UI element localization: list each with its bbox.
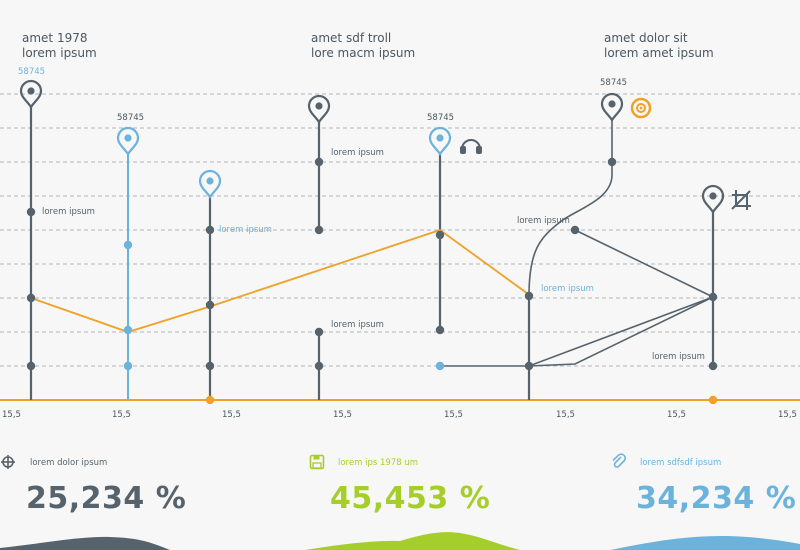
label-6: lorem ipsum [541,284,594,294]
blue-hill [610,536,800,550]
stat-1-value: 25,234 % [26,481,187,516]
data-point-14 [314,361,324,371]
crosshair-icon [1,455,15,469]
data-point-10 [205,395,215,405]
location-pin-icon-3-outline [198,169,222,199]
location-pin-icon-1-outline [19,79,43,109]
location-pin-icon-5 [428,126,452,156]
data-point-8 [205,300,215,310]
stat-2-label: lorem ips 1978 um [338,458,418,468]
green-hill [305,532,520,550]
location-pin-icon-7-center [709,192,717,200]
stat-2-value: 45,453 % [330,481,491,516]
x-tick-1: 15,5 [2,410,21,420]
stat-3-value: 34,234 % [636,481,797,516]
data-point-17 [435,361,445,371]
pin-value-4: 58745 [600,78,628,88]
x-tick-3: 15,5 [222,410,241,420]
data-point-13 [314,327,324,337]
label-3: lorem ipsum [331,148,384,158]
x-tick-2: 15,5 [112,410,131,420]
location-pin-icon-7 [701,184,725,214]
orange-series-line [30,229,530,333]
top-icons [460,97,751,210]
data-point-19 [524,361,534,371]
link-lines [440,118,714,367]
grid-lines [0,93,800,367]
data-point-5 [123,325,133,335]
paperclip-icon [612,453,626,468]
header-3-line2: lorem amet ipsum [604,46,714,60]
link-line-2 [574,229,714,298]
header-2: amet sdf troll lore macm ipsum [311,31,415,61]
stat-1-label: lorem dolor ipsum [30,458,108,468]
location-pin-icon-5-center [436,134,444,142]
header-1-line2: lorem ipsum [22,46,97,60]
header-3: amet dolor sit lorem amet ipsum [604,31,714,61]
location-pin-icon-2 [116,126,140,156]
data-point-11 [314,157,324,167]
location-pin-icon-6-outline [600,92,624,122]
x-tick-5: 15,5 [444,410,463,420]
link-line-1 [528,118,613,297]
x-tick-7: 15,5 [667,410,686,420]
location-pin-icon-3-center [206,177,214,185]
data-point-1 [26,207,36,217]
data-point-18 [524,291,534,301]
header-3-line1: amet dolor sit [604,31,688,45]
data-point-16 [435,325,445,335]
x-tick-8: 15,5 [778,410,797,420]
target-icon [630,97,652,119]
label-2: lorem ipsum [219,225,272,235]
data-point-21 [607,157,617,167]
location-pin-icon-2-center [124,134,132,142]
data-point-4 [123,240,133,250]
data-point-3 [26,361,36,371]
data-point-12 [314,225,324,235]
location-pin-icon-6-center [608,100,616,108]
header-1-line1: amet 1978 [22,31,88,45]
data-point-24 [708,395,718,405]
link-line-4 [528,296,714,367]
location-pin-icon-4-outline [307,94,331,124]
location-pin-icon-5-outline [428,126,452,156]
pins [19,79,725,214]
data-point-7 [205,225,215,235]
stat-3-label: lorem sdfsdf ipsum [640,458,722,468]
location-pin-icon-4-center [315,102,323,110]
location-pin-icon-3 [198,169,222,199]
location-pin-icon-4 [307,94,331,124]
label-1: lorem ipsum [42,207,95,217]
location-pin-icon-6 [600,92,624,122]
pin-value-2: 58745 [117,113,145,123]
gray-hill [0,536,170,550]
label-4: lorem ipsum [331,320,384,330]
pin-value-1: 58745 [18,67,46,77]
headphones-icon [460,139,482,154]
crop-icon [731,190,751,210]
location-pin-icon-7-outline [701,184,725,214]
x-tick-6: 15,5 [556,410,575,420]
location-pin-icon-1-center [27,87,35,95]
label-5: lorem ipsum [517,216,570,226]
header-1: amet 1978 lorem ipsum [22,31,97,61]
data-point-6 [123,361,133,371]
bottom-hills [0,532,800,550]
data-point-15 [435,230,445,240]
data-point-20 [570,225,580,235]
location-pin-icon-2-outline [116,126,140,156]
header-2-line1: amet sdf troll [311,31,392,45]
data-point-22 [708,292,718,302]
data-point-23 [708,361,718,371]
location-pin-icon-1 [19,79,43,109]
data-points [26,157,718,405]
data-point-9 [205,361,215,371]
pin-value-3: 58745 [427,113,455,123]
header-2-line2: lore macm ipsum [311,46,416,60]
data-point-2 [26,293,36,303]
x-tick-4: 15,5 [333,410,352,420]
floppy-disk-icon [309,454,325,470]
label-7: lorem ipsum [652,352,705,362]
